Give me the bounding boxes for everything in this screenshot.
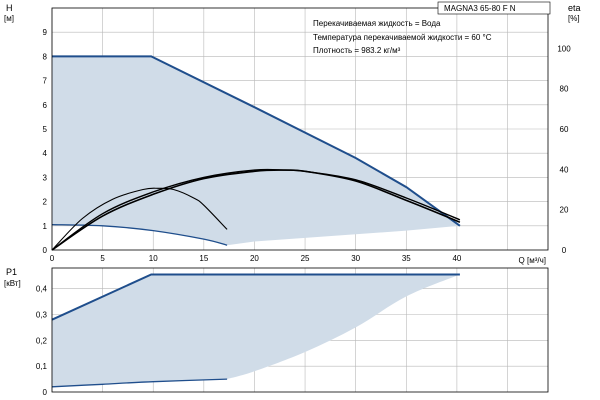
head-tick-3: 3 <box>43 173 48 182</box>
head-tick-4: 4 <box>43 149 48 158</box>
flow-tick-35: 35 <box>402 254 411 263</box>
annotation-density: Плотность = 983.2 кг/м³ <box>313 46 401 55</box>
head-tick-7: 7 <box>43 77 48 86</box>
efficiency-tick-40: 40 <box>560 165 569 174</box>
head-tick-2: 2 <box>43 198 48 207</box>
flow-tick-30: 30 <box>351 254 360 263</box>
efficiency-curve-max-second <box>51 168 461 251</box>
power-min-curve <box>51 378 228 388</box>
power-tick-0-4: 0,4 <box>36 285 48 294</box>
head-operating-area <box>52 56 460 246</box>
head-axis-label: H <box>6 3 13 13</box>
power-plot-frame <box>51 267 549 393</box>
head-tick-6: 6 <box>43 101 48 110</box>
head-tick-5: 5 <box>43 125 48 134</box>
annotation-temperature: Температура перекачиваемой жидкости = 60… <box>313 33 492 42</box>
flow-tick-labels: 0 5 10 15 20 25 30 35 40 <box>50 254 462 263</box>
head-tick-1: 1 <box>43 222 48 231</box>
flow-tick-40: 40 <box>452 254 461 263</box>
power-operating-area <box>52 274 460 387</box>
model-title: MAGNA3 65-80 F N <box>444 4 516 13</box>
efficiency-axis-unit: [%] <box>568 14 580 23</box>
flow-axis-label: Q [м³/ч] <box>519 256 546 265</box>
efficiency-curve-min <box>51 187 228 251</box>
annotation-liquid: Перекачиваемая жидкость = Вода <box>313 19 441 28</box>
efficiency-axis-label: eta <box>568 3 581 13</box>
head-tick-9: 9 <box>43 28 48 37</box>
power-tick-0-3: 0,3 <box>36 311 48 320</box>
efficiency-tick-100: 100 <box>557 44 571 53</box>
efficiency-tick-20: 20 <box>560 206 569 215</box>
head-tick-0: 0 <box>43 246 48 255</box>
head-max-curve <box>52 55 461 227</box>
flow-tick-15: 15 <box>199 254 208 263</box>
efficiency-tick-60: 60 <box>560 125 569 134</box>
power-axis-label: P1 <box>6 267 17 277</box>
efficiency-tick-labels: 0 20 40 60 80 100 <box>557 44 571 255</box>
power-axis-unit: [кВт] <box>4 279 21 288</box>
head-plot-frame <box>51 7 549 251</box>
model-title-box <box>437 1 551 15</box>
flow-tick-5: 5 <box>100 254 105 263</box>
power-max-curve <box>51 273 460 321</box>
efficiency-tick-80: 80 <box>560 85 569 94</box>
power-tick-0: 0 <box>43 388 48 397</box>
power-tick-0-2: 0,2 <box>36 336 48 345</box>
head-tick-labels: 0 1 2 3 4 5 6 7 8 9 <box>43 28 48 255</box>
flow-tick-10: 10 <box>149 254 158 263</box>
efficiency-tick-0: 0 <box>562 246 567 255</box>
power-tick-labels: 0 0,1 0,2 0,3 0,4 <box>36 285 48 397</box>
flow-tick-0: 0 <box>50 254 55 263</box>
flow-tick-25: 25 <box>301 254 310 263</box>
head-tick-8: 8 <box>43 52 48 61</box>
power-tick-0-1: 0,1 <box>36 362 48 371</box>
flow-tick-20: 20 <box>250 254 259 263</box>
head-axis-unit: [м] <box>4 14 14 23</box>
